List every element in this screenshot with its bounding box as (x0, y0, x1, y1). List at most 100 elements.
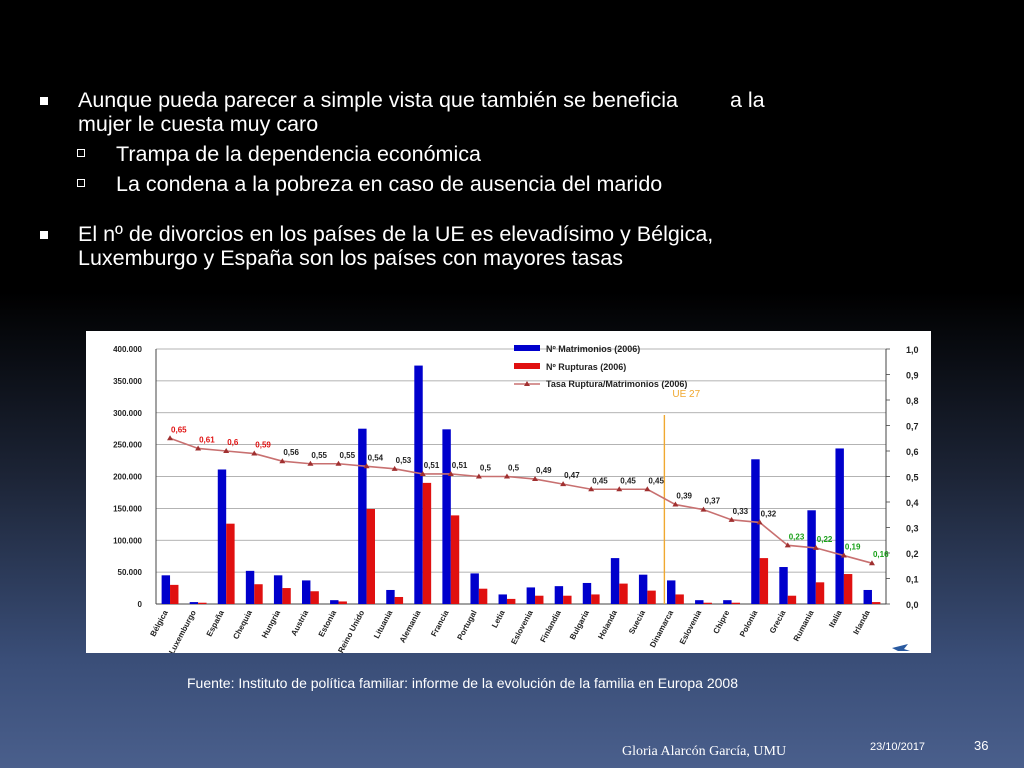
hollow-square-bullet-icon (77, 179, 85, 187)
bar-marriages (414, 365, 423, 604)
left-tick-label: 300.000 (113, 409, 142, 418)
category-label: Alemania (398, 608, 423, 644)
rate-marker (307, 460, 314, 466)
category-label: Reino Unido (336, 609, 366, 653)
bar-ruptures (563, 595, 572, 604)
bar-marriages (751, 459, 760, 604)
bar-marriages (554, 586, 564, 604)
category-label: Estonia (317, 608, 339, 638)
right-tick-label: 0,8 (906, 396, 919, 406)
rate-data-label: 0,55 (340, 451, 356, 460)
category-label: Austria (289, 608, 310, 637)
rate-line (169, 437, 873, 564)
category-label: Eslovenia (509, 608, 535, 646)
bar-marriages (582, 582, 592, 604)
category-label: Holanda (596, 608, 619, 641)
bar-marriages (723, 600, 732, 604)
rate-data-label: 0,53 (396, 456, 412, 465)
rate-data-label: 0,45 (592, 476, 608, 485)
rate-marker (532, 476, 539, 482)
bar-ruptures (478, 588, 488, 604)
category-label: Eslovenia (678, 608, 704, 646)
bar-marriages (189, 602, 199, 604)
rate-data-label: 0,23 (789, 532, 805, 541)
hollow-square-bullet-icon (77, 149, 85, 157)
bar-marriages (386, 589, 395, 604)
bar-ruptures (703, 602, 712, 604)
bar-ruptures (338, 601, 347, 604)
left-tick-label: 350.000 (113, 377, 142, 386)
bar-ruptures (226, 523, 235, 604)
rate-marker (335, 460, 342, 466)
rate-marker (419, 470, 426, 476)
rate-marker (756, 519, 763, 525)
left-tick-label: 400.000 (113, 345, 142, 354)
bar-ruptures (394, 596, 404, 604)
marriages-ruptures-chart: 0 50.000 100.000 150.000 200.000 250.000 300.0… (113, 344, 919, 653)
right-tick-label: 0,9 (906, 371, 919, 381)
category-label: Grecia (768, 608, 788, 635)
bar-marriages (807, 510, 816, 604)
bullet-1-text-a: Aunque pueda parecer a simple vista que … (78, 88, 678, 112)
rate-data-label: 0,49 (536, 466, 552, 475)
rate-marker (560, 481, 567, 487)
bullet-1-text-c: mujer le cuesta muy caro (78, 112, 319, 136)
bar-ruptures (170, 584, 179, 604)
footer-author: Gloria Alarcón García, UMU (622, 744, 787, 759)
square-bullet-icon (40, 231, 48, 239)
bar-marriages (667, 580, 676, 604)
rate-data-label: 0,47 (564, 471, 580, 480)
bar-marriages (442, 429, 451, 604)
bar-ruptures (310, 591, 319, 604)
sub-bullet-1: Trampa de la dependencia económica (38, 142, 938, 166)
category-label: España (205, 608, 227, 638)
bar-ruptures (675, 594, 684, 604)
left-tick-label: 150.000 (113, 504, 142, 513)
bar-ruptures (843, 574, 853, 604)
rate-data-label: 0,54 (368, 453, 384, 462)
rate-marker (391, 465, 398, 471)
bar-marriages (638, 574, 648, 604)
rate-marker (840, 552, 847, 558)
right-tick-label: 0,2 (906, 549, 919, 559)
rate-data-label: 0,45 (648, 476, 664, 485)
rate-marker (644, 486, 651, 492)
rate-marker (279, 458, 286, 464)
rate-marker (251, 450, 258, 456)
bar-marriages (217, 469, 227, 604)
bar-ruptures (535, 595, 544, 604)
rate-marker (728, 516, 735, 522)
rate-marker (195, 445, 202, 451)
rate-marker (503, 473, 510, 479)
bar-marriages (779, 567, 788, 604)
left-tick-label: 250.000 (113, 441, 142, 450)
square-bullet-icon (40, 97, 48, 105)
bar-marriages (610, 558, 620, 604)
sub-bullet-2-text: La condena a la pobreza en caso de ausen… (116, 172, 663, 196)
category-label: Francia (429, 608, 451, 638)
rate-data-label: 0,56 (283, 448, 299, 457)
legend-swatch-marriages (514, 345, 540, 351)
rate-marker (363, 463, 370, 469)
legend-marker-rate (524, 381, 530, 386)
category-label: Bulgaria (568, 608, 591, 641)
category-label: Finlandia (538, 608, 563, 644)
category-label: Rumania (792, 608, 816, 643)
rate-data-label: 0,65 (171, 425, 187, 434)
bar-ruptures (871, 602, 881, 604)
bar-ruptures (282, 588, 291, 604)
bullet-1: Aunque pueda parecer a simple vista que … (38, 88, 938, 136)
right-tick-label: 0,7 (906, 422, 919, 432)
rate-marker (447, 470, 454, 476)
bar-marriages (498, 594, 507, 604)
rate-data-label: 0,5 (508, 464, 520, 473)
rate-data-label: 0,61 (199, 435, 215, 444)
bullet-2-text-a: El nº de divorcios en los países de la U… (78, 222, 714, 246)
bar-ruptures (731, 602, 740, 604)
category-label: Polonia (738, 608, 760, 638)
bar-ruptures (759, 558, 769, 604)
category-label: Lituania (372, 608, 395, 640)
rate-data-label: 0,45 (620, 476, 636, 485)
bar-marriages (835, 448, 844, 604)
footer-date: 23/10/2017 (870, 741, 926, 753)
